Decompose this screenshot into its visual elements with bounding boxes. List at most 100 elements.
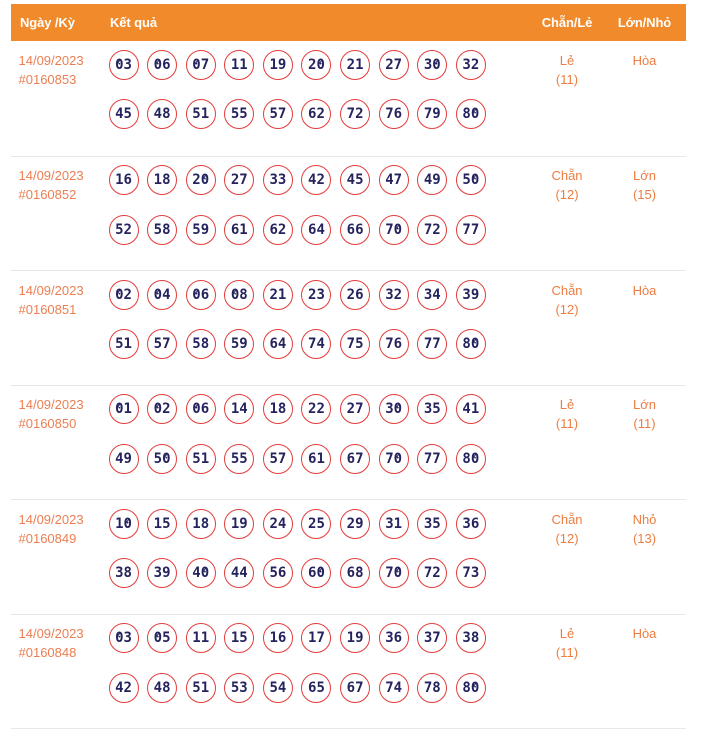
result-row: 14/09/2023 #0160849 1 0 15 18 19 24 25 29 31 35 36 38… xyxy=(11,500,686,615)
size-value: Nhỏ xyxy=(632,511,657,527)
parity-cell: Chẵn (12) xyxy=(527,510,607,548)
number-ball: 39 xyxy=(147,558,178,589)
number-ball: 24 xyxy=(262,508,293,539)
number-ball: 77 xyxy=(417,443,448,474)
digit-zero: 0 xyxy=(432,56,441,73)
draw-date-cell: 14/09/2023 #0160853 xyxy=(19,51,84,89)
digit-zero: 0 xyxy=(393,401,403,418)
result-numbers: 0 1 0 2 0 6 14 18 22 27 3 0 35 41 49 5 0 51 55 57 61 67 7 0 77 8 0 xyxy=(108,394,486,474)
number-ball: 67 xyxy=(340,443,371,474)
size-value: Hòa xyxy=(632,52,657,68)
number-ball: 23 xyxy=(301,279,332,310)
draw-id: #0160852 xyxy=(18,187,77,203)
number-ball: 22 xyxy=(301,394,332,425)
number-ball: 32 xyxy=(455,49,486,80)
number-ball: 45 xyxy=(340,165,371,196)
draw-id: #0160851 xyxy=(18,301,77,317)
parity-value: Chẵn xyxy=(551,168,583,184)
number-ball: 41 xyxy=(455,394,486,425)
number-ball: 34 xyxy=(417,279,448,310)
number-ball: 77 xyxy=(455,214,486,245)
result-numbers: 16 18 2 0 27 33 42 45 47 49 5 0 52 58 59 61 62 64 66 7 0 72 77 xyxy=(108,165,486,245)
draw-id: #0160848 xyxy=(18,645,77,661)
number-ball: 57 xyxy=(262,443,293,474)
number-ball: 31 xyxy=(378,508,409,539)
number-ball: 49 xyxy=(417,165,448,196)
number-ball: 51 xyxy=(185,672,216,703)
number-ball: 27 xyxy=(340,394,371,425)
parity-count: (11) xyxy=(555,416,579,432)
size-count: (13) xyxy=(632,530,657,546)
number-ball: 76 xyxy=(378,329,409,360)
numbers-line-1: 1 0 15 18 19 24 25 29 31 35 36 xyxy=(108,508,486,539)
parity-cell: Lẻ (11) xyxy=(527,51,607,89)
numbers-line-1: 0 3 0 6 0 7 11 19 2 0 21 27 3 0 32 xyxy=(108,49,486,80)
digit-zero: 0 xyxy=(393,221,403,238)
number-ball: 55 xyxy=(224,443,255,474)
numbers-line-2: 52 58 59 61 62 64 66 7 0 72 77 xyxy=(108,214,486,245)
draw-date: 14/09/2023 xyxy=(18,282,84,298)
number-ball: 59 xyxy=(185,214,216,245)
header-col-parity: Chẵn/Lẻ xyxy=(541,14,593,30)
size-value: Lớn xyxy=(633,397,656,413)
size-cell: Hòa xyxy=(605,624,685,643)
number-ball: 44 xyxy=(224,558,255,589)
draw-date-cell: 14/09/2023 #0160850 xyxy=(19,395,84,433)
parity-value: Lẻ xyxy=(559,626,575,642)
number-ball: 19 xyxy=(262,49,293,80)
number-ball: 58 xyxy=(147,214,178,245)
size-cell: Hòa xyxy=(605,51,685,70)
digit-zero: 0 xyxy=(153,286,163,303)
number-ball: 49 xyxy=(108,443,139,474)
number-ball: 19 xyxy=(340,623,371,654)
number-ball: 68 xyxy=(340,558,371,589)
digit-zero: 0 xyxy=(470,336,480,353)
number-ball: 16 xyxy=(108,165,139,196)
size-count: (15) xyxy=(632,187,657,203)
number-ball: 36 xyxy=(378,623,409,654)
number-ball: 39 xyxy=(455,279,486,310)
numbers-line-1: 0 3 0 5 11 15 16 17 19 36 37 38 xyxy=(108,623,486,654)
draw-date-cell: 14/09/2023 #0160849 xyxy=(19,510,84,548)
keno-results-table: Ngày /Kỳ Kết quả Chẵn/Lẻ Lớn/Nhỏ 14/09/2… xyxy=(11,3,686,730)
number-ball: 55 xyxy=(224,99,255,130)
number-ball: 29 xyxy=(340,508,371,539)
number-ball: 37 xyxy=(417,623,448,654)
draw-date: 14/09/2023 xyxy=(18,168,84,184)
numbers-line-2: 42 48 51 53 54 65 67 74 78 8 0 xyxy=(108,672,486,703)
size-value: Lớn xyxy=(633,168,656,184)
result-row: 14/09/2023 #0160850 0 1 0 2 0 6 14 18 22 27 3 0 35 41 49… xyxy=(11,386,686,501)
number-ball: 42 xyxy=(301,165,332,196)
number-ball: 38 xyxy=(108,558,139,589)
draw-date: 14/09/2023 xyxy=(18,511,84,527)
digit-zero: 0 xyxy=(470,450,480,467)
header-col-date: Ngày /Kỳ xyxy=(20,14,75,30)
parity-value: Chẵn xyxy=(551,511,583,527)
numbers-line-2: 45 48 51 55 57 62 72 76 79 8 0 xyxy=(108,99,486,130)
digit-zero: 0 xyxy=(470,172,480,189)
number-ball: 32 xyxy=(378,279,409,310)
draw-date-cell: 14/09/2023 #0160852 xyxy=(19,166,84,204)
size-value: Hòa xyxy=(632,626,657,642)
number-ball: 59 xyxy=(224,329,255,360)
number-ball: 25 xyxy=(301,508,332,539)
parity-cell: Lẻ (11) xyxy=(527,624,607,662)
number-ball: 51 xyxy=(185,443,216,474)
header-col-size: Lớn/Nhỏ xyxy=(617,14,672,30)
number-ball: 27 xyxy=(224,165,255,196)
numbers-line-1: 0 1 0 2 0 6 14 18 22 27 3 0 35 41 xyxy=(108,394,486,425)
number-ball: 77 xyxy=(417,329,448,360)
digit-zero: 0 xyxy=(115,56,124,73)
number-ball: 56 xyxy=(262,558,293,589)
digit-zero: 0 xyxy=(316,56,325,73)
number-ball: 47 xyxy=(378,165,409,196)
digit-zero: 0 xyxy=(192,56,201,73)
digit-zero: 0 xyxy=(115,286,124,303)
